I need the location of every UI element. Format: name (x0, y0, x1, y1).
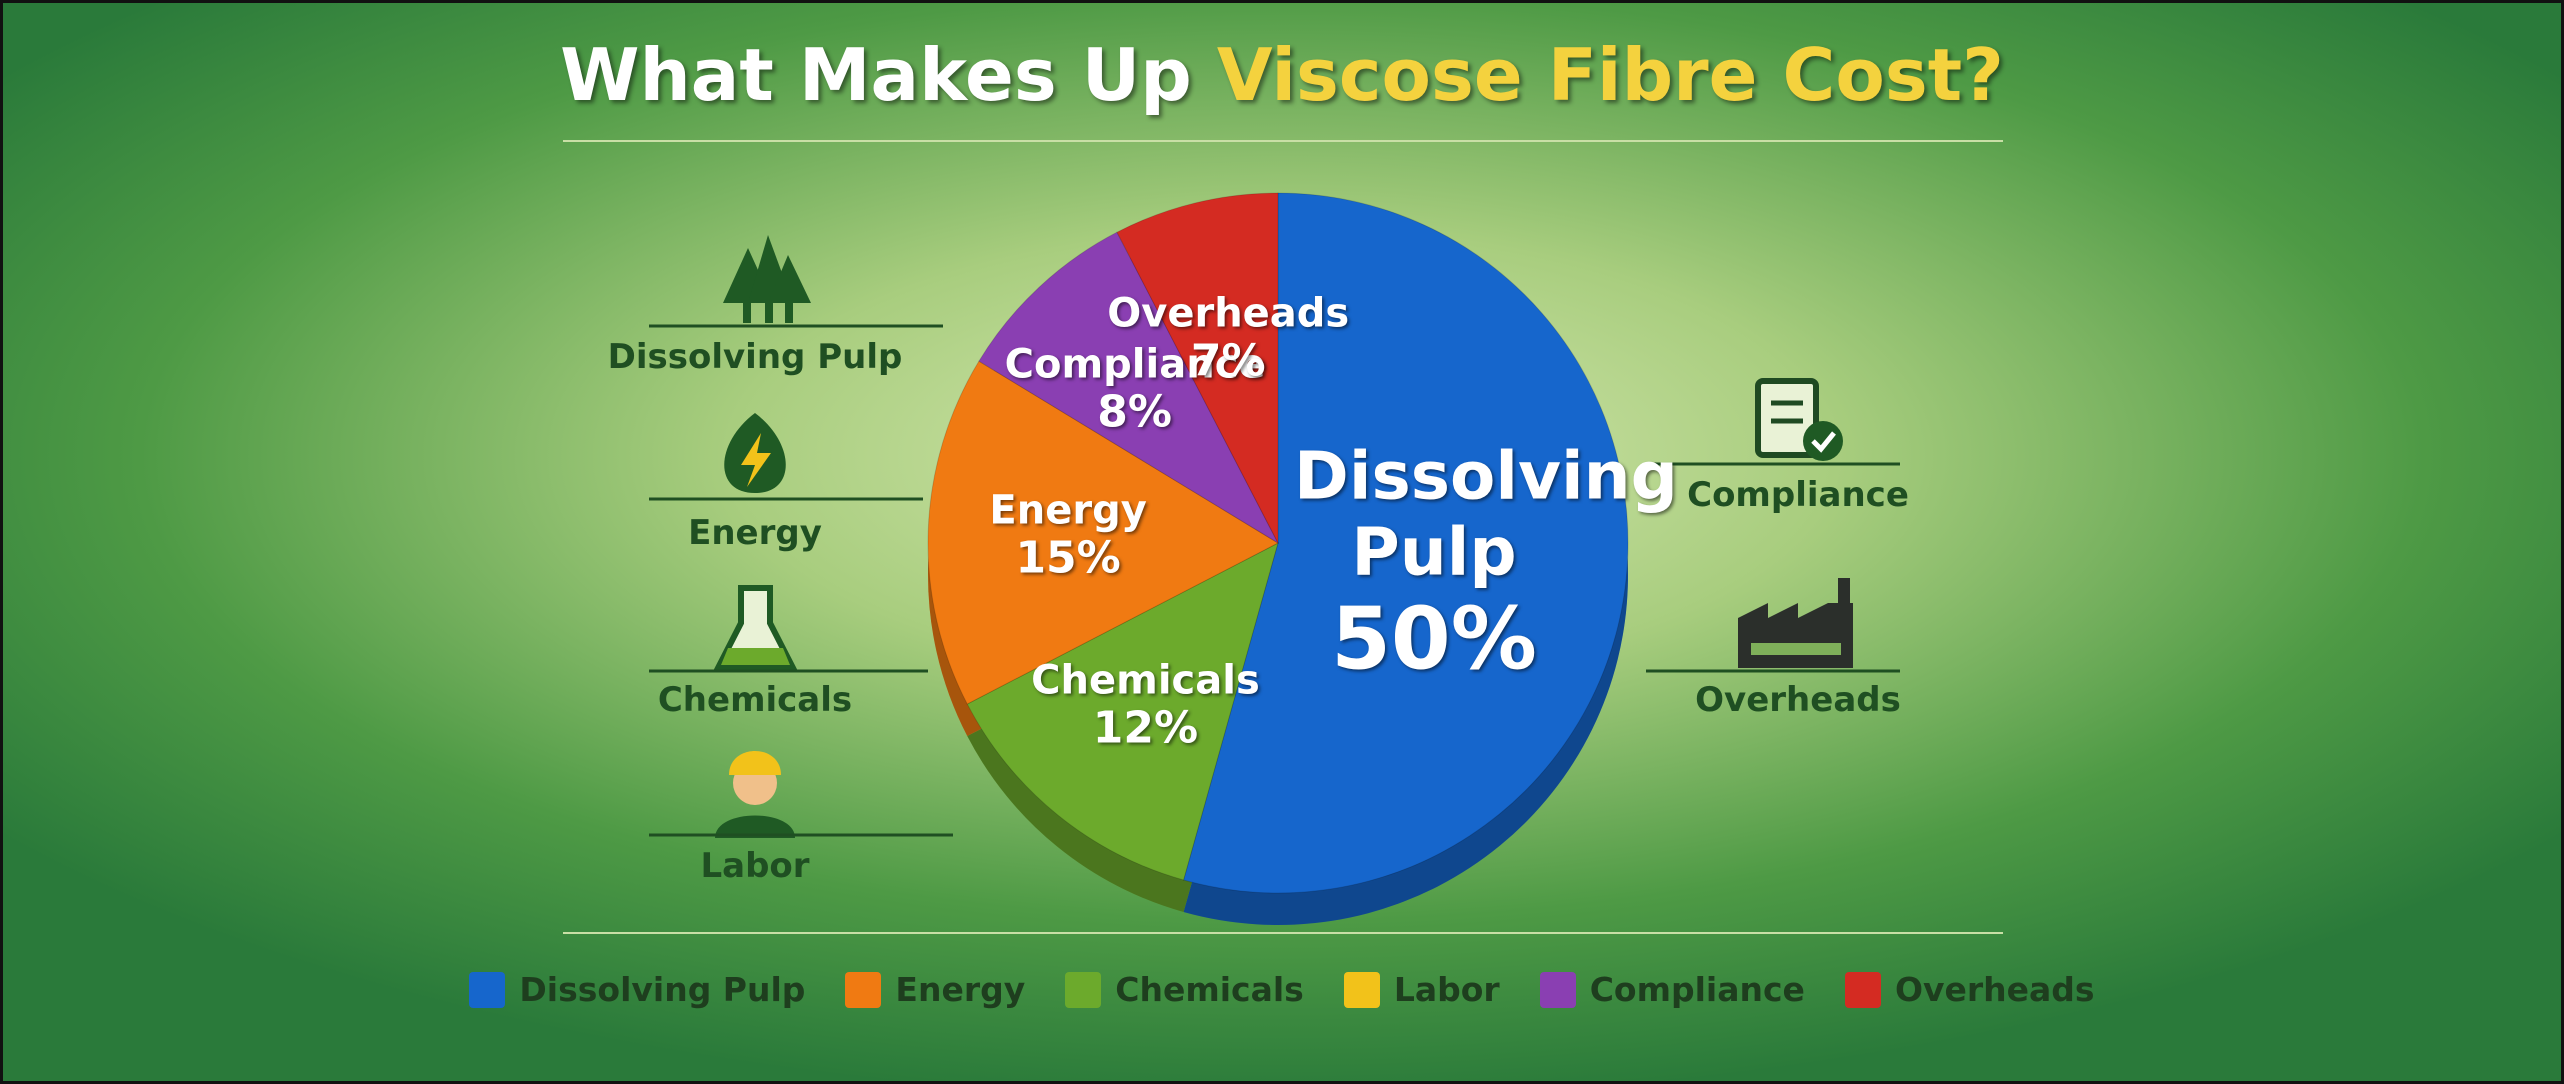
slice-value: 8% (1097, 386, 1172, 438)
slice-value: 7% (1190, 335, 1266, 387)
slice (978, 231, 1280, 545)
legend-label: Overheads (1894, 970, 2095, 1009)
factory-icon (1738, 578, 1853, 668)
side-label: Energy (688, 513, 822, 553)
worker-icon (715, 751, 795, 838)
side-label: Labor (700, 846, 810, 886)
legend-swatch (845, 971, 882, 1008)
legend-label: Labor (1393, 970, 1500, 1009)
legend-label: Dissolving Pulp (519, 970, 806, 1009)
tree-icon (723, 235, 811, 323)
slice-name: Overheads (1107, 290, 1350, 337)
slice-name: Dissolving Pulp (1294, 438, 1678, 591)
side-label: Chemicals (657, 680, 853, 720)
flask-icon (713, 585, 798, 671)
legend-label: Chemicals (1115, 970, 1304, 1009)
legend-item: Energy (845, 970, 1025, 1009)
side-label: Overheads (1695, 680, 1901, 720)
slice-value: 15% (1015, 532, 1121, 584)
legend-item: Overheads (1844, 970, 2095, 1009)
legend-swatch (1343, 971, 1380, 1008)
side-label: Compliance (1687, 475, 1909, 515)
chart-title: What Makes Up Viscose Fibre Cost? (3, 33, 2561, 117)
slice-label: Overheads 7% (1098, 291, 1358, 388)
side-label: Dissolving Pulp (607, 337, 903, 377)
legend: Dissolving Pulp Energy Chemicals Labor Compl… (3, 970, 2561, 1009)
slice-label: Chemicals 12% (1015, 658, 1275, 755)
legend-item: Dissolving Pulp (469, 970, 805, 1009)
legend-swatch (1844, 971, 1881, 1008)
slice-name: Compliance (1004, 341, 1266, 388)
slice-label: Dissolving Pulp 50% (1294, 438, 1678, 690)
legend-label: Energy (895, 970, 1026, 1009)
slice-label: Compliance 8% (1004, 341, 1266, 438)
legend-item: Chemicals (1065, 970, 1304, 1009)
energy-icon (724, 413, 786, 493)
chart (563, 140, 2003, 934)
slice-name: Chemicals (1031, 657, 1260, 704)
legend-swatch (1065, 971, 1102, 1008)
legend-item: Labor (1343, 970, 1500, 1009)
slice (1182, 192, 1629, 894)
pointer-lines (649, 324, 1900, 837)
slice-label: Energy 15% (938, 488, 1198, 585)
slice-value: 12% (1092, 702, 1199, 754)
legend-label: Compliance (1589, 970, 1805, 1009)
slice (927, 360, 1280, 705)
slice-name: Energy (989, 487, 1147, 534)
legend-swatch (469, 971, 506, 1008)
slice (1116, 192, 1279, 544)
slice (966, 542, 1279, 881)
title-main: What Makes Up (560, 33, 1192, 117)
title-highlight: Viscose Fibre Cost? (1216, 33, 2004, 117)
legend-swatch (1539, 971, 1576, 1008)
clipboard-icon (1755, 378, 1843, 461)
legend-item: Compliance (1539, 970, 1805, 1009)
slice-value: 50% (1331, 589, 1537, 690)
